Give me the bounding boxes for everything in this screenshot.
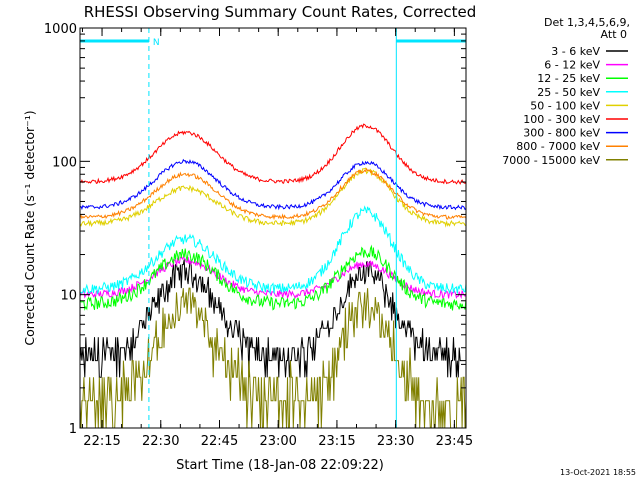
- x-tick-label-2: 22:45: [201, 434, 238, 449]
- series-line-6: [79, 158, 467, 211]
- timestamp: 13-Oct-2021 18:55: [560, 468, 636, 477]
- x-tick-label-3: 23:00: [259, 434, 296, 449]
- series-line-2: [79, 244, 467, 311]
- x-axis-label: Start Time (18-Jan-08 22:09:22): [176, 458, 384, 473]
- series-line-5: [79, 123, 467, 185]
- legend-label-2: 12 - 25 keV: [537, 72, 600, 85]
- legend-label-1: 6 - 12 keV: [544, 59, 600, 72]
- series-line-0: [79, 259, 466, 378]
- x-tick-label-0: 22:15: [83, 434, 120, 449]
- x-tick-label-4: 23:15: [318, 434, 355, 449]
- legend-header-line-2: Att 0: [601, 28, 627, 41]
- night-bar-label: N: [153, 38, 160, 48]
- series-line-4: [79, 167, 467, 228]
- series-line-7: [79, 167, 467, 221]
- y-tick-label-1: 10: [60, 289, 77, 304]
- legend-label-5: 100 - 300 keV: [523, 113, 600, 126]
- x-tick-label-6: 23:45: [436, 434, 473, 449]
- y-axis-label: Corrected Count Rate (s⁻¹ detector⁻¹): [22, 110, 37, 345]
- legend-label-0: 3 - 6 keV: [551, 45, 600, 58]
- legend-label-6: 300 - 800 keV: [523, 127, 600, 140]
- series-line-8: [79, 287, 467, 429]
- series-layer: [79, 123, 467, 429]
- axis-layer: 22:15 22:30 22:45 23:00 23:15 23:30 23:45 1 10 10…: [44, 22, 473, 449]
- legend-label-8: 7000 - 15000 keV: [502, 154, 600, 167]
- plot-frame: [79, 27, 467, 429]
- y-tick-label-0: 1: [69, 422, 77, 437]
- legend-label-3: 25 - 50 keV: [537, 86, 600, 99]
- y-tick-label-3: 1000: [44, 22, 77, 37]
- series-line-3: [79, 205, 467, 295]
- chart-title: RHESSI Observing Summary Count Rates, Co…: [84, 3, 477, 21]
- legend-label-4: 50 - 100 keV: [530, 99, 600, 112]
- y-tick-label-2: 100: [52, 155, 77, 170]
- x-tick-label-5: 23:30: [377, 434, 414, 449]
- legend-header-line-1: Det 1,3,4,5,6,9,: [544, 16, 630, 29]
- marker-layer: N: [79, 28, 467, 428]
- x-tick-label-1: 22:30: [142, 434, 179, 449]
- legend-label-7: 800 - 7000 keV: [516, 140, 600, 153]
